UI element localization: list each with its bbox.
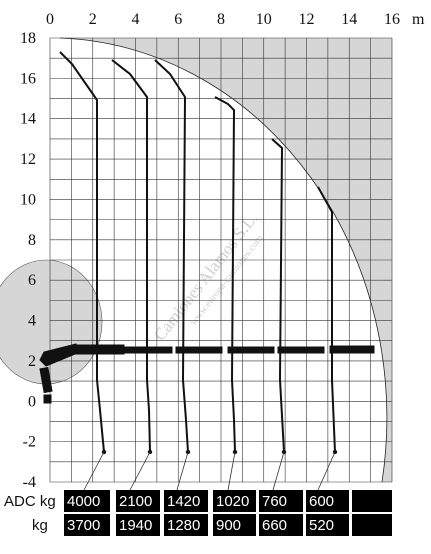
watermark-company: Camiones Alamos S.L.	[150, 209, 261, 344]
y-axis-ticks: 18 16 14 12 10 8 6 4 2 0 -2 -4	[20, 30, 36, 491]
table-cell-value: 2100	[119, 493, 152, 510]
boom-section-6	[329, 345, 375, 354]
reach-circle-boundary	[59, 37, 388, 483]
table-cell-value: 1280	[167, 517, 200, 534]
y-tick-label: 4	[28, 313, 36, 330]
table-cell	[213, 514, 256, 536]
load-curve-4	[214, 96, 236, 453]
x-axis-unit: m	[412, 11, 425, 28]
load-curves	[59, 51, 336, 453]
load-curve-3	[154, 59, 189, 453]
boom-section-4	[227, 346, 275, 354]
y-tick-label: 12	[20, 151, 36, 168]
y-tick-label: -2	[23, 434, 36, 451]
leader-4	[227, 451, 236, 491]
table-cell-value: 3700	[67, 517, 100, 534]
y-tick-label: 10	[20, 191, 36, 208]
leader-6	[317, 451, 336, 491]
boom-base-column	[39, 366, 53, 394]
table-cell-value: 600	[309, 493, 334, 510]
load-curve-2	[111, 59, 151, 453]
y-tick-label: 8	[28, 232, 36, 249]
table-cell	[259, 514, 303, 536]
table-cell	[213, 490, 256, 512]
table-cell	[64, 514, 110, 536]
table-cell	[116, 514, 160, 536]
x-tick-label: 10	[256, 11, 272, 28]
table-cell-value: 760	[262, 493, 287, 510]
boom-section-5	[277, 346, 325, 354]
x-tick-label: 0	[46, 11, 54, 28]
y-tick-label: 16	[20, 70, 36, 87]
y-tick-label: 0	[28, 393, 36, 410]
table-cell-value: 900	[216, 517, 241, 534]
x-axis-ticks: 0 2 4 6 8 10 12 14 16	[46, 11, 400, 28]
table-cell	[259, 490, 303, 512]
leader-lines	[83, 451, 336, 491]
out-of-reach-region	[60, 38, 392, 482]
curve-end-markers	[101, 449, 338, 455]
y-tick-label: 14	[20, 111, 36, 128]
x-tick-label: 4	[132, 11, 140, 28]
y-tick-label: 2	[28, 353, 36, 370]
leader-3	[176, 451, 189, 491]
table-cell	[64, 490, 110, 512]
x-tick-label: 2	[89, 11, 97, 28]
leader-2	[129, 451, 151, 491]
y-tick-label: 18	[20, 30, 36, 47]
table-cell	[352, 514, 392, 536]
table-cell	[164, 514, 208, 536]
table-cell	[306, 490, 349, 512]
y-tick-label: -4	[23, 474, 36, 491]
table-row2-label: kg	[32, 517, 48, 534]
grid	[49, 37, 393, 483]
capacity-table: ADC kg kg 4000 2100 1420 1020 760 600 3700 1940 12…	[4, 490, 392, 536]
x-tick-label: 12	[299, 11, 315, 28]
table-cell-value: 520	[309, 517, 334, 534]
table-cell	[306, 514, 349, 536]
slew-clearance-circle	[0, 259, 103, 385]
leader-1	[83, 451, 105, 491]
table-cell-value: 1940	[119, 517, 152, 534]
table-cell	[352, 490, 392, 512]
table-cell-value: 4000	[67, 493, 100, 510]
leader-5	[272, 451, 285, 491]
table-cell	[116, 490, 160, 512]
load-curve-1	[59, 51, 105, 453]
table-cell-value: 1020	[216, 493, 249, 510]
boom-section-2	[123, 346, 173, 354]
x-tick-label: 6	[174, 11, 182, 28]
x-tick-label: 14	[341, 11, 357, 28]
boom-section-1	[71, 344, 125, 355]
table-cell-value: 1420	[167, 493, 200, 510]
x-tick-label: 16	[384, 11, 400, 28]
boom-base-foot	[43, 394, 52, 404]
reach-area	[59, 37, 392, 483]
table-cell-value: 660	[262, 517, 287, 534]
table-cell	[164, 490, 208, 512]
y-tick-label: 6	[28, 272, 36, 289]
x-tick-label: 8	[217, 11, 225, 28]
load-curve-5	[271, 138, 285, 453]
watermark: Camiones Alamos S.L. www.europa-camiones…	[150, 209, 266, 344]
table-row1-label: ADC kg	[4, 493, 56, 510]
crane-boom	[39, 343, 375, 404]
boom-section-3	[175, 346, 223, 354]
load-curve-6	[317, 186, 336, 453]
